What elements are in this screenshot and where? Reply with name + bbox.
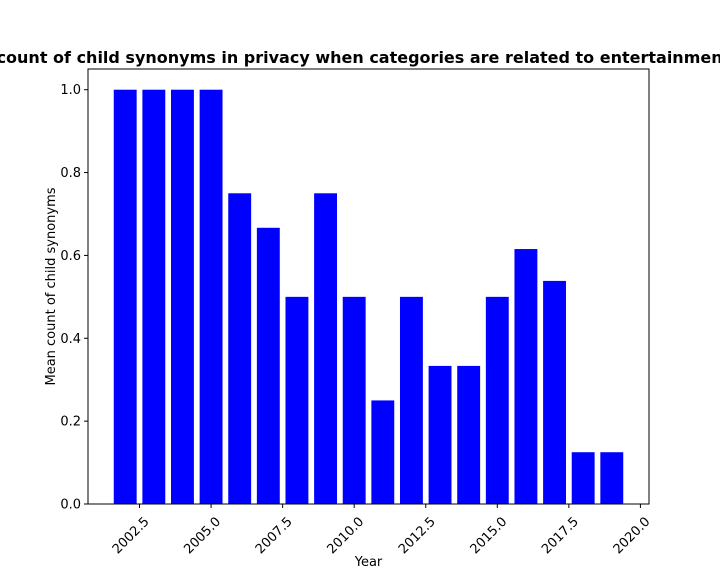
bars-group <box>113 89 624 505</box>
bar-2007 <box>256 227 280 504</box>
bar-2017 <box>543 280 566 504</box>
bar-2006 <box>228 193 252 505</box>
bar-2016 <box>514 249 538 504</box>
bar-2019 <box>600 452 624 504</box>
bar-2009 <box>314 193 338 505</box>
bar-2008 <box>285 296 309 504</box>
y-tick-label: 0.2 <box>60 415 81 430</box>
bar-2003 <box>142 89 166 504</box>
bar-2011 <box>371 400 395 504</box>
x-axis-label: Year <box>354 555 383 570</box>
chart-title: Mean count of child synonyms in privacy … <box>0 48 720 67</box>
bar-2012 <box>399 296 423 504</box>
x-tick-label: 2010.0 <box>324 514 367 557</box>
bar-2004 <box>171 89 194 504</box>
x-tick-label: 2020.0 <box>611 514 654 557</box>
bar-2013 <box>428 365 452 504</box>
x-tick-label: 2012.5 <box>396 514 439 557</box>
bar-2015 <box>485 296 509 504</box>
plot-frame <box>87 68 650 505</box>
y-tick-label: 0.8 <box>60 166 81 181</box>
bar-2005 <box>199 89 223 504</box>
x-tick-label: 2007.5 <box>253 514 296 557</box>
y-axis-label: Mean count of child synonyms <box>44 187 59 385</box>
x-tick-label: 2002.5 <box>110 514 153 557</box>
y-tick-label: 1.0 <box>60 83 81 98</box>
bar-2010 <box>342 296 366 504</box>
bar-2018 <box>571 452 595 504</box>
bar-2002 <box>113 89 137 504</box>
bar-2014 <box>457 365 481 504</box>
x-tick-label: 2017.5 <box>539 514 582 557</box>
x-tick-label: 2005.0 <box>181 514 224 557</box>
y-tick-label: 0.6 <box>60 249 81 264</box>
x-tick-label: 2015.0 <box>468 514 511 557</box>
y-tick-label: 0.4 <box>60 332 81 347</box>
y-tick-label: 0.0 <box>60 498 81 513</box>
